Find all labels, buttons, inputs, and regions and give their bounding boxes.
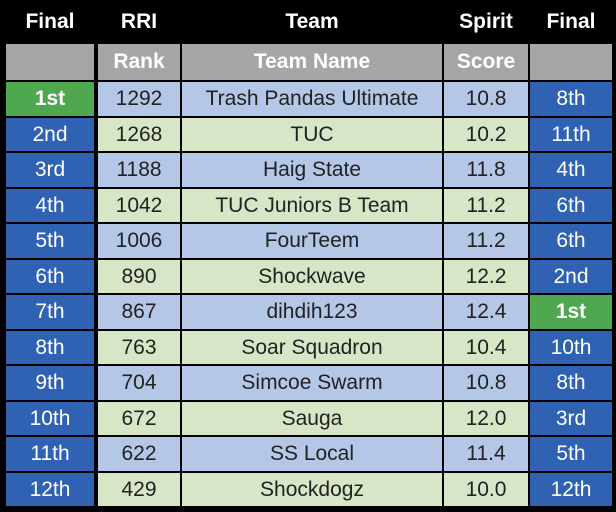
team-name: Simcoe Swarm bbox=[182, 366, 442, 400]
header-sub: Rank bbox=[98, 44, 180, 80]
rri-rank: 704 bbox=[98, 366, 180, 400]
team-name: SS Local bbox=[182, 437, 442, 471]
team-name: Trash Pandas Ultimate bbox=[182, 82, 442, 116]
rri-rank: 1268 bbox=[98, 118, 180, 151]
team-name: TUC Juniors B Team bbox=[182, 189, 442, 222]
header-sub: Score bbox=[444, 44, 528, 80]
header-top: Final bbox=[530, 2, 612, 42]
spirit-score: 12.4 bbox=[444, 295, 528, 329]
final-place: 10th bbox=[6, 402, 94, 435]
spirit-final: 12th bbox=[530, 473, 612, 506]
header-sub: Team Name bbox=[182, 44, 442, 80]
spirit-final: 1st bbox=[530, 295, 612, 329]
final-place: 1st bbox=[6, 82, 94, 116]
team-name: Shockdogz bbox=[182, 473, 442, 506]
rri-rank: 890 bbox=[98, 260, 180, 293]
final-place: 5th bbox=[6, 224, 94, 258]
spirit-final: 8th bbox=[530, 82, 612, 116]
final-place: 2nd bbox=[6, 118, 94, 151]
rri-rank: 1006 bbox=[98, 224, 180, 258]
spirit-score: 12.2 bbox=[444, 260, 528, 293]
team-name: Sauga bbox=[182, 402, 442, 435]
team-name: Soar Squadron bbox=[182, 331, 442, 364]
header-top: Final bbox=[6, 2, 94, 42]
rri-rank: 763 bbox=[98, 331, 180, 364]
spirit-final: 3rd bbox=[530, 402, 612, 435]
final-place: 6th bbox=[6, 260, 94, 293]
rri-rank: 429 bbox=[98, 473, 180, 506]
final-place: 4th bbox=[6, 189, 94, 222]
spirit-score: 12.0 bbox=[444, 402, 528, 435]
final-place: 3rd bbox=[6, 153, 94, 187]
spirit-score: 10.8 bbox=[444, 82, 528, 116]
rri-rank: 1292 bbox=[98, 82, 180, 116]
team-name: FourTeem bbox=[182, 224, 442, 258]
team-name: dihdih123 bbox=[182, 295, 442, 329]
header-top: RRI bbox=[98, 2, 180, 42]
final-place: 8th bbox=[6, 331, 94, 364]
spirit-final: 2nd bbox=[530, 260, 612, 293]
spirit-final: 4th bbox=[530, 153, 612, 187]
spirit-score: 10.8 bbox=[444, 366, 528, 400]
header-blank bbox=[6, 44, 94, 80]
rri-rank: 672 bbox=[98, 402, 180, 435]
rri-rank: 1188 bbox=[98, 153, 180, 187]
spirit-score: 10.0 bbox=[444, 473, 528, 506]
spirit-score: 11.4 bbox=[444, 437, 528, 471]
rri-rank: 867 bbox=[98, 295, 180, 329]
rri-rank: 622 bbox=[98, 437, 180, 471]
final-place: 12th bbox=[6, 473, 94, 506]
spirit-score: 11.8 bbox=[444, 153, 528, 187]
spirit-final: 6th bbox=[530, 189, 612, 222]
team-name: Shockwave bbox=[182, 260, 442, 293]
spirit-score: 11.2 bbox=[444, 224, 528, 258]
spirit-final: 10th bbox=[530, 331, 612, 364]
team-name: Haig State bbox=[182, 153, 442, 187]
spirit-score: 11.2 bbox=[444, 189, 528, 222]
rri-rank: 1042 bbox=[98, 189, 180, 222]
header-blank bbox=[530, 44, 612, 80]
spirit-final: 5th bbox=[530, 437, 612, 471]
spirit-score: 10.2 bbox=[444, 118, 528, 151]
final-place: 11th bbox=[6, 437, 94, 471]
spirit-final: 11th bbox=[530, 118, 612, 151]
final-place: 7th bbox=[6, 295, 94, 329]
spirit-final: 8th bbox=[530, 366, 612, 400]
header-top: Team bbox=[182, 2, 442, 42]
team-name: TUC bbox=[182, 118, 442, 151]
header-top: Spirit bbox=[444, 2, 528, 42]
spirit-score: 10.4 bbox=[444, 331, 528, 364]
spirit-final: 6th bbox=[530, 224, 612, 258]
final-place: 9th bbox=[6, 366, 94, 400]
